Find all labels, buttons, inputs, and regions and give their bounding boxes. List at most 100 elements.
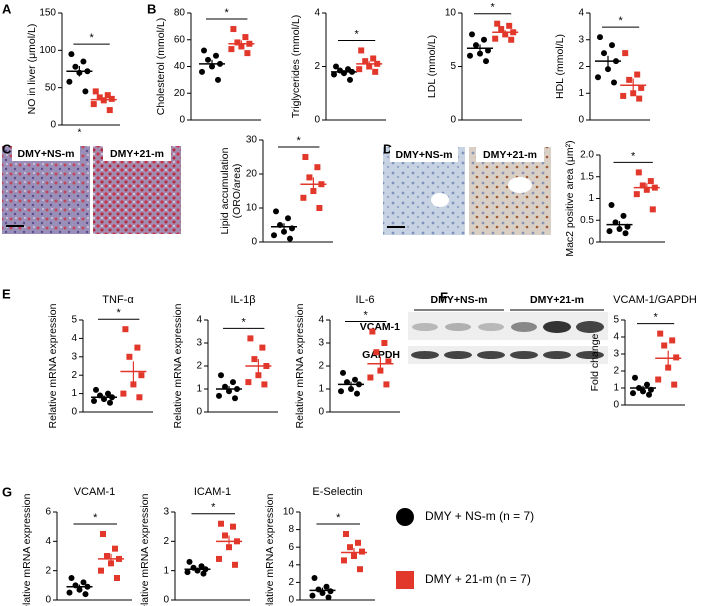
y-axis-label: Relative mRNA expression xyxy=(264,493,276,606)
data-point xyxy=(287,235,293,242)
data-point xyxy=(66,589,73,596)
data-point xyxy=(273,208,279,215)
data-point xyxy=(605,66,611,73)
data-point xyxy=(255,372,262,379)
data-point xyxy=(347,544,353,551)
data-point xyxy=(608,202,615,209)
data-point xyxy=(91,397,97,404)
dot-plot: 0 1 2 3 4 HDL (mmol/L) * xyxy=(554,8,650,126)
y-tick-label: 6 xyxy=(45,507,51,518)
y-tick-label: 2.0 xyxy=(580,150,594,161)
data-point xyxy=(228,46,235,53)
dot-plot: 0 20 40 60 80 Cholesterol (mmol/L) * xyxy=(155,7,261,126)
y-tick-label: 0 xyxy=(588,237,594,248)
data-point xyxy=(508,36,515,43)
panel-letter: A xyxy=(2,1,12,16)
y-tick-label: 2 xyxy=(163,536,169,547)
data-point xyxy=(367,374,374,381)
data-point xyxy=(595,74,601,81)
data-point xyxy=(281,228,287,235)
y-tick-label: 1 xyxy=(613,383,619,394)
y-tick-label: 1 xyxy=(196,384,202,395)
data-point xyxy=(114,575,120,581)
chart-title: E-Selectin xyxy=(312,486,362,498)
y-tick-label: 10 xyxy=(445,8,457,19)
significance-label: * xyxy=(354,28,359,40)
data-point xyxy=(630,90,637,97)
y-tick-label: 0 xyxy=(450,115,456,126)
data-point xyxy=(215,76,221,83)
data-point xyxy=(473,42,479,49)
data-point xyxy=(626,76,633,83)
data-point xyxy=(338,388,344,395)
y-tick-label: 150 xyxy=(39,8,56,19)
western-blot xyxy=(408,309,608,364)
y-tick-label: 4 xyxy=(288,559,294,570)
data-point xyxy=(348,386,354,392)
data-point xyxy=(100,531,106,537)
dot-plot: 0 2 4 6 Relative mRNA expression VCAM-1 * xyxy=(21,486,132,606)
y-tick-label: 20 xyxy=(246,169,258,180)
data-point xyxy=(245,379,252,386)
y-tick-label: 1 xyxy=(318,384,324,395)
legend-marker xyxy=(396,508,414,526)
data-point xyxy=(483,58,489,65)
data-point xyxy=(271,232,277,239)
y-tick-label: 5 xyxy=(450,61,456,72)
band xyxy=(412,323,438,331)
significance-label: * xyxy=(336,512,341,524)
band xyxy=(510,351,538,359)
data-point xyxy=(300,194,307,201)
y-tick-label: 3 xyxy=(196,338,202,349)
y-tick-label: 0 xyxy=(578,115,584,126)
data-point xyxy=(130,381,137,388)
band xyxy=(576,321,604,333)
data-point xyxy=(138,372,145,379)
data-point xyxy=(80,579,87,586)
data-point xyxy=(230,379,236,386)
data-point xyxy=(616,225,623,232)
footnote: * xyxy=(77,128,81,139)
y-tick-label: 60 xyxy=(174,34,186,45)
band xyxy=(478,323,504,331)
dot-plot: 0 5 10 LDL (mmol/L) * xyxy=(426,2,522,126)
data-point xyxy=(90,101,97,108)
data-point xyxy=(216,555,222,562)
y-tick-label: 10 xyxy=(246,203,258,214)
chart-title: ICAM-1 xyxy=(194,486,231,498)
blot-strip xyxy=(408,312,608,340)
data-point xyxy=(105,390,111,397)
data-point xyxy=(244,50,251,57)
data-point xyxy=(82,88,89,95)
data-point xyxy=(630,390,636,397)
legend-label: DMY + NS-m (n = 7) xyxy=(425,509,534,523)
data-point xyxy=(234,39,241,46)
data-point xyxy=(216,392,222,399)
data-point xyxy=(222,532,228,539)
band xyxy=(445,323,471,331)
significance-label: * xyxy=(225,7,230,19)
y-tick-label: 0 xyxy=(163,595,169,606)
micrograph-label: DMY+NS-m xyxy=(18,148,75,160)
band xyxy=(444,351,472,359)
significance-label: * xyxy=(93,512,98,524)
y-tick-label: 8 xyxy=(288,524,294,535)
data-point xyxy=(347,76,353,83)
panel-letter: D xyxy=(383,141,392,156)
data-point xyxy=(622,50,629,57)
y-tick-label: 2 xyxy=(71,370,77,381)
y-tick-label: 0 xyxy=(251,237,257,248)
y-tick-label: 1 xyxy=(71,388,77,399)
y-tick-label: 0 xyxy=(45,595,51,606)
panel-letter: G xyxy=(2,484,12,499)
y-axis-label: Relative mRNA expression xyxy=(21,493,33,606)
micrograph-label: DMY+NS-m xyxy=(396,149,453,161)
data-point xyxy=(357,566,363,573)
data-point xyxy=(66,78,73,85)
dot-plot: 0 0.5 1 1.5 2.0 Mac2 positive area (μm²) * xyxy=(564,140,665,257)
y-tick-label: 0 xyxy=(179,115,185,126)
data-point xyxy=(620,92,627,99)
data-point xyxy=(498,26,505,33)
band xyxy=(477,351,505,359)
